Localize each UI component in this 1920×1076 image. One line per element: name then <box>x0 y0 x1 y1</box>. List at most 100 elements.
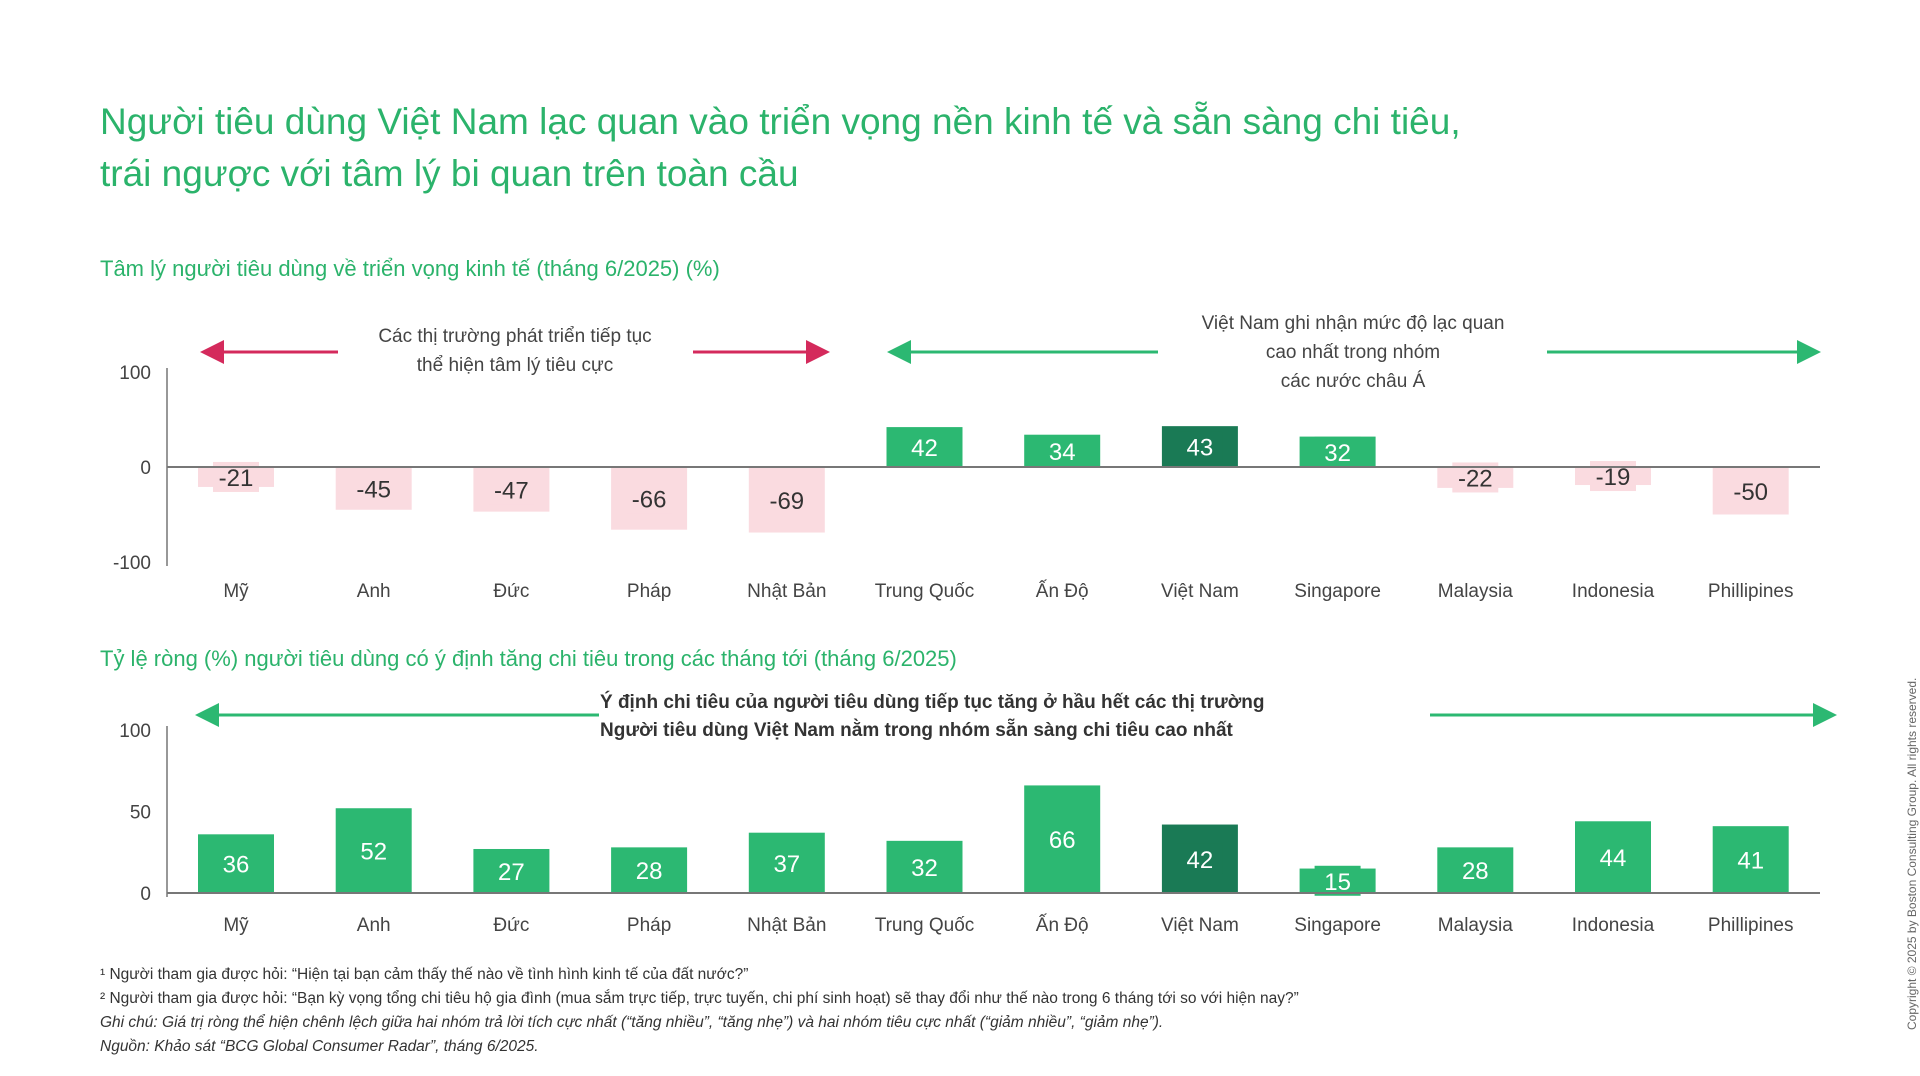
data-label: 34 <box>1049 439 1076 466</box>
bar-label-bg <box>1176 843 1223 874</box>
data-label: -22 <box>1458 465 1493 492</box>
data-label: -45 <box>356 476 391 503</box>
footnote-note: Ghi chú: Giá trị ròng thể hiện chênh lệc… <box>100 1011 1299 1035</box>
category-label: Pháp <box>627 581 671 602</box>
title-line-2: trái ngược với tâm lý bi quan trên toàn … <box>100 153 799 194</box>
bar-label-bg <box>1452 855 1499 886</box>
y-tick-label: -100 <box>113 553 151 574</box>
bar-label-bg <box>488 855 535 886</box>
annotation-line: các nước châu Á <box>1280 371 1426 392</box>
chart1-annotation-developed: Các thị trường phát triển tiếp tục thể h… <box>345 322 685 380</box>
category-label: Việt Nam <box>1161 915 1239 936</box>
data-label: 52 <box>360 839 387 866</box>
data-label: 66 <box>1049 827 1076 854</box>
bar-label-bg <box>350 835 397 866</box>
footnote-2: ² Người tham gia được hỏi: “Bạn kỳ vọng … <box>100 990 1299 1007</box>
bar-label-bg <box>763 484 810 515</box>
category-label: Singapore <box>1294 915 1381 936</box>
data-label: -19 <box>1596 464 1631 491</box>
footnote-source: Nguồn: Khảo sát “BCG Global Consumer Rad… <box>100 1035 1299 1059</box>
category-label: Trung Quốc <box>875 915 975 936</box>
data-label: 36 <box>223 852 250 879</box>
chart1-annotation-vietnam: Việt Nam ghi nhận mức độ lạc quan cao nh… <box>1170 309 1536 396</box>
copyright: Copyright © 2025 by Boston Consulting Gr… <box>1905 677 1919 1030</box>
category-label: Malaysia <box>1438 915 1513 936</box>
bar-label-bg <box>1314 436 1361 467</box>
source-text: Nguồn: Khảo sát “BCG Global Consumer Rad… <box>100 1038 539 1055</box>
chart1-title: Tâm lý người tiêu dùng về triển vọng kin… <box>100 256 720 281</box>
category-label: Trung Quốc <box>875 581 975 602</box>
chart-spending-intent: 100 50 0 36 Mỹ 52 Anh 27 Đức 28 Pháp 37 Nhật Bản 32 Tr… <box>119 721 1820 936</box>
bar-label-bg <box>1590 842 1636 873</box>
data-label: -21 <box>219 465 254 492</box>
data-label: 15 <box>1324 869 1351 896</box>
data-label: 44 <box>1600 845 1627 872</box>
category-label: Ấn Độ <box>1036 580 1089 602</box>
bar-label-bg <box>763 847 810 878</box>
data-label: 28 <box>636 858 663 885</box>
category-label: Đức <box>493 581 529 602</box>
bar-label-bg <box>488 474 535 505</box>
data-label: -66 <box>632 486 667 513</box>
y-tick-label: 50 <box>130 803 151 824</box>
bar-label-bg <box>350 473 397 504</box>
data-label: 42 <box>1187 847 1214 874</box>
bar-label-bg <box>626 483 673 514</box>
category-label: Ấn Độ <box>1036 914 1089 936</box>
category-label: Anh <box>357 581 391 602</box>
bar-label-bg <box>1039 435 1086 466</box>
data-label: -69 <box>769 488 804 515</box>
category-label: Việt Nam <box>1161 581 1239 602</box>
category-label: Phillipines <box>1708 581 1794 602</box>
data-label: 43 <box>1187 435 1214 462</box>
bar-label-bg <box>901 432 948 463</box>
category-label: Phillipines <box>1708 915 1794 936</box>
y-tick-label: 100 <box>119 363 151 384</box>
annotation-line: Ý định chi tiêu của người tiêu dùng tiếp… <box>600 692 1265 713</box>
bar-label-bg <box>1176 431 1223 462</box>
chart2-title: Tỷ lệ ròng (%) người tiêu dùng có ý định… <box>100 646 957 671</box>
data-label: 41 <box>1737 848 1764 875</box>
annotation-line: cao nhất trong nhóm <box>1265 342 1441 363</box>
category-label: Mỹ <box>223 581 249 602</box>
data-label: 32 <box>911 855 938 882</box>
footnote-1: ¹ Người tham gia được hỏi: “Hiện tại bạn… <box>100 966 749 983</box>
category-label: Nhật Bản <box>747 581 826 602</box>
category-label: Indonesia <box>1572 915 1655 936</box>
bar-label-bg <box>1039 824 1086 855</box>
category-label: Đức <box>493 915 529 936</box>
chart2-annotation: Ý định chi tiêu của người tiêu dùng tiếp… <box>600 689 1264 745</box>
data-label: -47 <box>494 477 529 504</box>
bar-label-bg <box>1314 865 1361 896</box>
y-tick-label: 0 <box>140 458 151 479</box>
annotation-line: Người tiêu dùng Việt Nam nằm trong nhóm … <box>600 720 1233 741</box>
y-tick-label: 0 <box>140 884 151 905</box>
title-line-1: Người tiêu dùng Việt Nam lạc quan vào tr… <box>100 101 1461 142</box>
bar-label-bg <box>626 855 673 886</box>
category-label: Malaysia <box>1438 581 1513 602</box>
data-label: -50 <box>1733 479 1768 506</box>
data-label: 27 <box>498 859 525 886</box>
category-label: Singapore <box>1294 581 1381 602</box>
category-label: Indonesia <box>1572 581 1655 602</box>
bar-label-bg <box>1727 844 1774 875</box>
category-label: Anh <box>357 915 391 936</box>
page-title: Người tiêu dùng Việt Nam lạc quan vào tr… <box>100 96 1880 200</box>
footnotes: ¹ Người tham gia được hỏi: “Hiện tại bạn… <box>100 963 1299 1059</box>
data-label: 32 <box>1324 440 1351 467</box>
category-label: Nhật Bản <box>747 915 826 936</box>
data-label: 28 <box>1462 858 1489 885</box>
bar-label-bg <box>1727 475 1774 506</box>
annotation-line: thể hiện tâm lý tiêu cực <box>416 355 614 376</box>
category-label: Mỹ <box>223 915 249 936</box>
data-label: 37 <box>773 851 800 878</box>
annotation-line: Các thị trường phát triển tiếp tục <box>378 326 652 347</box>
category-label: Pháp <box>627 915 671 936</box>
bar-label-bg <box>213 848 259 879</box>
note-text: Ghi chú: Giá trị ròng thể hiện chênh lệc… <box>100 1014 1164 1031</box>
chart-economic-outlook: 100 0 -100 -21 Mỹ -45 Anh -47 Đức -66 Pháp -69 Nhật … <box>113 363 1820 602</box>
annotation-line: Việt Nam ghi nhận mức độ lạc quan <box>1201 313 1505 334</box>
bar-label-bg <box>901 851 948 882</box>
y-tick-label: 100 <box>119 721 151 742</box>
